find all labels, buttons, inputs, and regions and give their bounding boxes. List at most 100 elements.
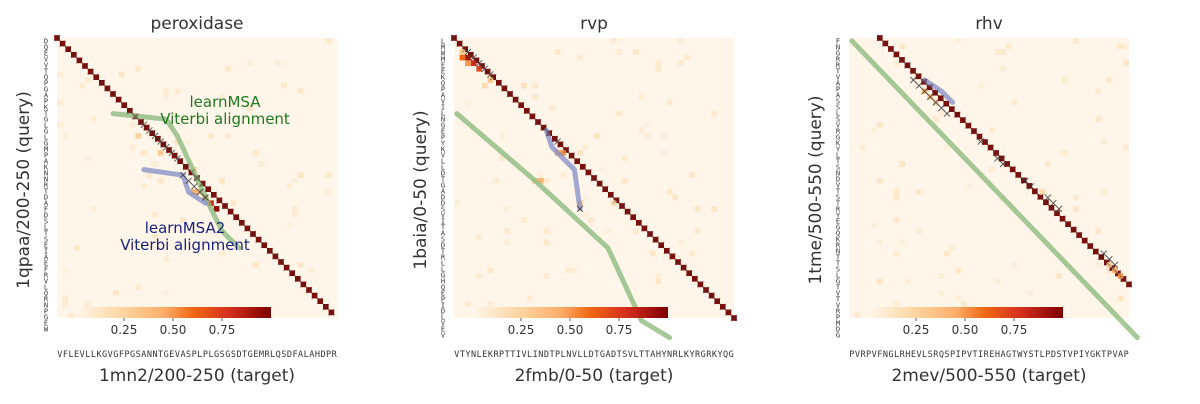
y-tick-label: E	[44, 260, 48, 268]
x-tick-label: D	[320, 350, 325, 360]
reference-cross	[523, 107, 531, 115]
heatmap-cell	[633, 49, 639, 55]
x-tick-label: V	[80, 350, 85, 360]
heatmap-cell	[62, 133, 69, 139]
y-tick-label: G	[441, 272, 445, 280]
x-tick-label: T	[594, 350, 599, 360]
heatmap-cell	[465, 60, 471, 66]
x-tick-label: S	[186, 350, 191, 360]
x-tick-label: D	[1051, 350, 1056, 360]
heatmap-cell	[650, 250, 656, 257]
reference-cross	[652, 236, 659, 243]
x-tick-label: P	[961, 350, 966, 360]
y-tick-label: T	[836, 260, 841, 268]
colorbar-tick-label: 0.50	[952, 323, 979, 337]
heatmap-cell	[1045, 161, 1051, 167]
heatmap-cell	[325, 38, 332, 44]
y-tick-label: N	[441, 116, 445, 124]
x-tick-label: N	[667, 350, 672, 360]
y-tick-label: I	[441, 218, 445, 226]
x-tick-label: L	[270, 350, 275, 360]
x-tick-label: P	[866, 350, 871, 360]
reference-cross	[87, 68, 94, 75]
x-tick-label: T	[639, 350, 644, 360]
heatmap-cell	[871, 222, 877, 229]
heatmap-cell	[938, 110, 945, 117]
heatmap-cell	[644, 122, 650, 128]
heatmap-cell	[1028, 290, 1034, 296]
x-tick-label: P	[849, 350, 854, 360]
y-tick-label: T	[836, 296, 841, 304]
reference-cross	[244, 225, 251, 232]
heatmap-cell	[543, 273, 550, 279]
reference-cross	[719, 303, 727, 311]
reference-cross	[1037, 193, 1044, 201]
heatmap-cell	[638, 94, 645, 100]
y-tick-label: H	[441, 278, 445, 286]
heatmap-cell	[538, 172, 544, 178]
x-tick-label: N	[152, 350, 157, 360]
y-tick-label: L	[441, 38, 445, 46]
heatmap-cell	[57, 99, 63, 106]
x-tick-label: N	[566, 350, 571, 360]
heatmap-cell	[1073, 194, 1079, 201]
y-tick-label: I	[441, 104, 445, 112]
y-tick-label: T	[44, 230, 49, 238]
heatmap-cell	[1101, 138, 1107, 145]
y-tick-label: P	[44, 98, 48, 106]
learnmsa-viterbi-path	[454, 111, 673, 341]
y-tick-label: Q	[441, 284, 445, 292]
learnmsa-viterbi-path	[849, 38, 1140, 341]
reference-cross	[168, 149, 176, 157]
x-tick-label: D	[611, 350, 616, 360]
colorbar-tick-label: 0.50	[557, 323, 584, 337]
heatmap-cell	[292, 178, 298, 184]
y-tick-label: L	[441, 260, 445, 268]
x-tick-label: G	[225, 350, 230, 360]
heatmap-cell	[543, 178, 550, 184]
y-tick-label: P	[44, 152, 48, 160]
y-tick-label: V	[836, 290, 841, 298]
x-tick-label: G	[164, 350, 169, 360]
heatmap-cell	[454, 200, 460, 206]
chart-title: rvp	[580, 14, 608, 34]
heatmap-cell	[493, 178, 499, 184]
heatmap-cell	[504, 206, 510, 212]
reference-cross	[663, 247, 671, 255]
reference-cross	[512, 96, 519, 103]
colorbar-tick-label: 0.75	[209, 323, 236, 337]
heatmap-cell	[571, 267, 578, 274]
heatmap-cell	[938, 290, 945, 296]
heatmap-cell	[1123, 144, 1129, 150]
reference-cross	[876, 34, 884, 42]
x-tick-label: I	[533, 350, 538, 360]
reference-cross	[590, 174, 598, 182]
x-tick-label: R	[332, 350, 338, 360]
y-tick-label: K	[836, 140, 841, 148]
heatmap-cell	[1123, 60, 1129, 66]
x-tick-label: A	[1000, 350, 1005, 360]
heatmap-cell	[504, 239, 510, 246]
reference-cross	[1014, 171, 1022, 179]
reference-cross	[943, 110, 951, 117]
heatmap-cell	[1061, 150, 1068, 156]
reference-cross	[249, 230, 257, 238]
heatmap-cell	[854, 312, 861, 318]
y-tick-label: R	[836, 242, 841, 250]
x-tick-label: G	[701, 350, 706, 360]
reference-cross	[926, 93, 934, 101]
y-tick-label: V	[44, 56, 49, 64]
x-tick-label: P	[203, 350, 208, 360]
heatmap-cell	[599, 166, 606, 173]
heatmap-cell	[893, 194, 900, 201]
heatmap-cell	[633, 228, 639, 234]
y-tick-label: N	[44, 302, 48, 310]
y-tick-label: K	[441, 146, 446, 154]
heatmap-cell	[57, 122, 63, 128]
reference-cross	[1120, 275, 1127, 283]
colorbar	[75, 307, 271, 318]
x-tick-label: K	[712, 350, 718, 360]
heatmap-cell	[966, 183, 973, 190]
heatmap-cell	[616, 110, 622, 117]
y-tick-label: F	[836, 38, 840, 46]
